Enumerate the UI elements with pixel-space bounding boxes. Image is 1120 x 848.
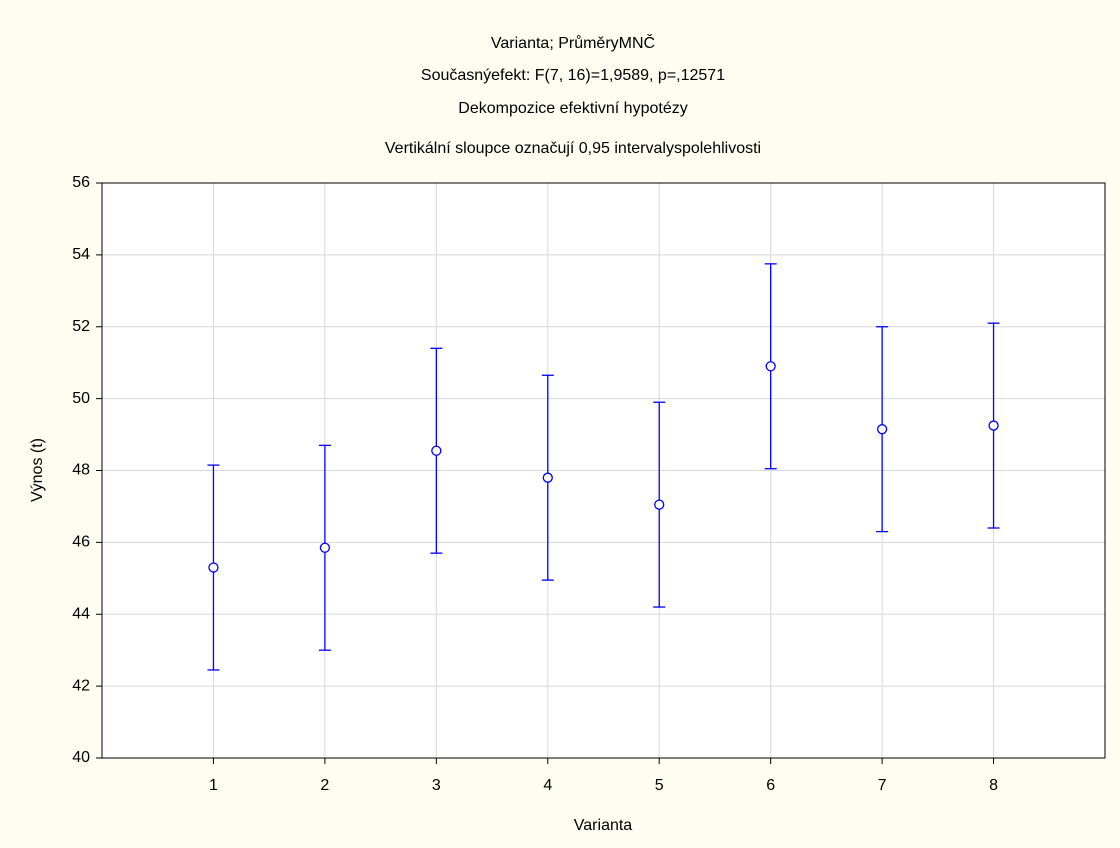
x-axis-label: Varianta [574, 817, 633, 834]
chart-subtitle: Dekompozice efektivní hypotézy [458, 100, 687, 117]
chart-subtitle: Současnýefekt: F(7, 16)=1,9589, p=,12571 [421, 67, 725, 84]
y-axis-label: Výnos (t) [29, 438, 46, 502]
mean-marker [208, 562, 219, 573]
x-tick-label: 2 [320, 777, 329, 794]
x-tick-label: 4 [543, 777, 552, 794]
mean-marker [988, 420, 999, 431]
mean-marker [319, 542, 331, 553]
y-tick-label: 54 [72, 246, 90, 263]
x-tick-label: 8 [989, 777, 998, 794]
y-tick-label: 56 [72, 174, 90, 191]
x-tick-label: 5 [655, 777, 664, 794]
y-tick-label: 48 [72, 462, 90, 479]
y-tick-label: 46 [72, 534, 90, 551]
y-tick-label: 40 [72, 749, 90, 766]
mean-marker [654, 499, 665, 510]
chart-subtitle: Vertikální sloupce označují 0,95 interva… [385, 140, 761, 157]
x-tick-label: 7 [878, 777, 887, 794]
chart-title: Varianta; PrůměryMNČ [491, 33, 655, 52]
x-tick-label: 3 [432, 777, 441, 794]
mean-marker [431, 445, 442, 456]
mean-marker [876, 424, 888, 435]
mean-marker [765, 361, 776, 372]
x-tick-label: 1 [209, 777, 218, 794]
mean-marker [542, 472, 553, 483]
x-tick-label: 6 [766, 777, 775, 794]
y-tick-label: 44 [72, 605, 90, 622]
y-tick-label: 52 [72, 318, 90, 335]
y-tick-label: 42 [72, 677, 90, 694]
y-tick-label: 50 [72, 390, 90, 407]
plot-frame [101, 182, 1106, 759]
